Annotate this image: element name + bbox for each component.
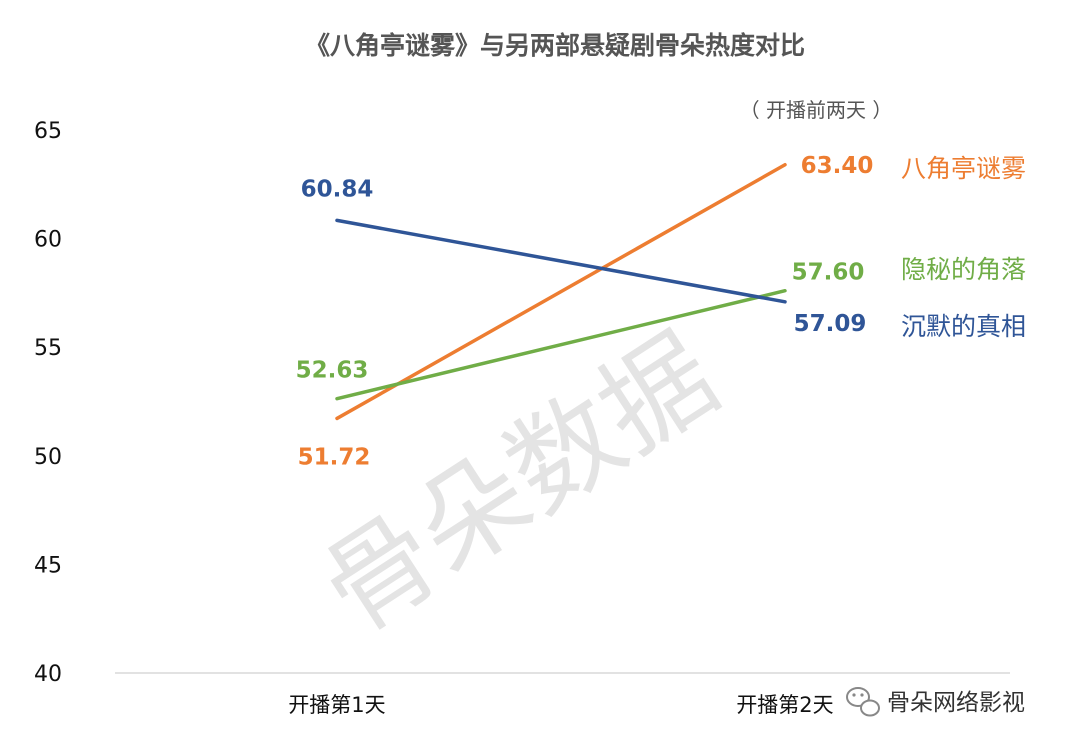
x-tick-label: 开播第1天 — [288, 693, 385, 717]
chart-title: 《八角亭谜雾》与另两部悬疑剧骨朵热度对比 — [305, 31, 805, 60]
annotation: （ 开播前两天 ） — [740, 98, 893, 122]
series-line — [335, 218, 787, 304]
series-name-label: 沉默的真相 — [901, 312, 1026, 341]
wechat-icon — [846, 687, 880, 717]
y-tick-label: 45 — [34, 553, 62, 578]
y-tick-label: 55 — [34, 336, 62, 361]
series-name-label: 八角亭谜雾 — [901, 154, 1026, 183]
y-tick-label: 50 — [34, 445, 62, 470]
series-line — [335, 288, 787, 401]
source-label: 骨朵网络影视 — [887, 690, 1025, 716]
data-label: 57.60 — [792, 260, 865, 286]
data-label: 63.40 — [801, 153, 874, 179]
data-label: 51.72 — [298, 444, 371, 470]
y-tick-label: 60 — [34, 228, 62, 253]
y-axis-ticks: 65 60 55 50 45 40 — [34, 119, 62, 687]
y-tick-label: 40 — [34, 662, 62, 687]
data-label: 57.09 — [794, 311, 867, 337]
x-tick-label: 开播第2天 — [736, 693, 833, 717]
data-labels: 51.72 63.40 八角亭谜雾 52.63 57.60 隐秘的角落 60.84 57.09… — [296, 153, 1026, 471]
data-label: 60.84 — [301, 176, 374, 202]
series-lines — [335, 163, 787, 421]
series-line — [335, 163, 787, 421]
data-label: 52.63 — [296, 358, 369, 384]
x-axis-ticks: 开播第1天 开播第2天 — [288, 693, 833, 717]
source-footer: 骨朵网络影视 — [846, 687, 1025, 717]
y-tick-label: 65 — [34, 119, 62, 144]
series-name-label: 隐秘的角落 — [901, 255, 1026, 284]
